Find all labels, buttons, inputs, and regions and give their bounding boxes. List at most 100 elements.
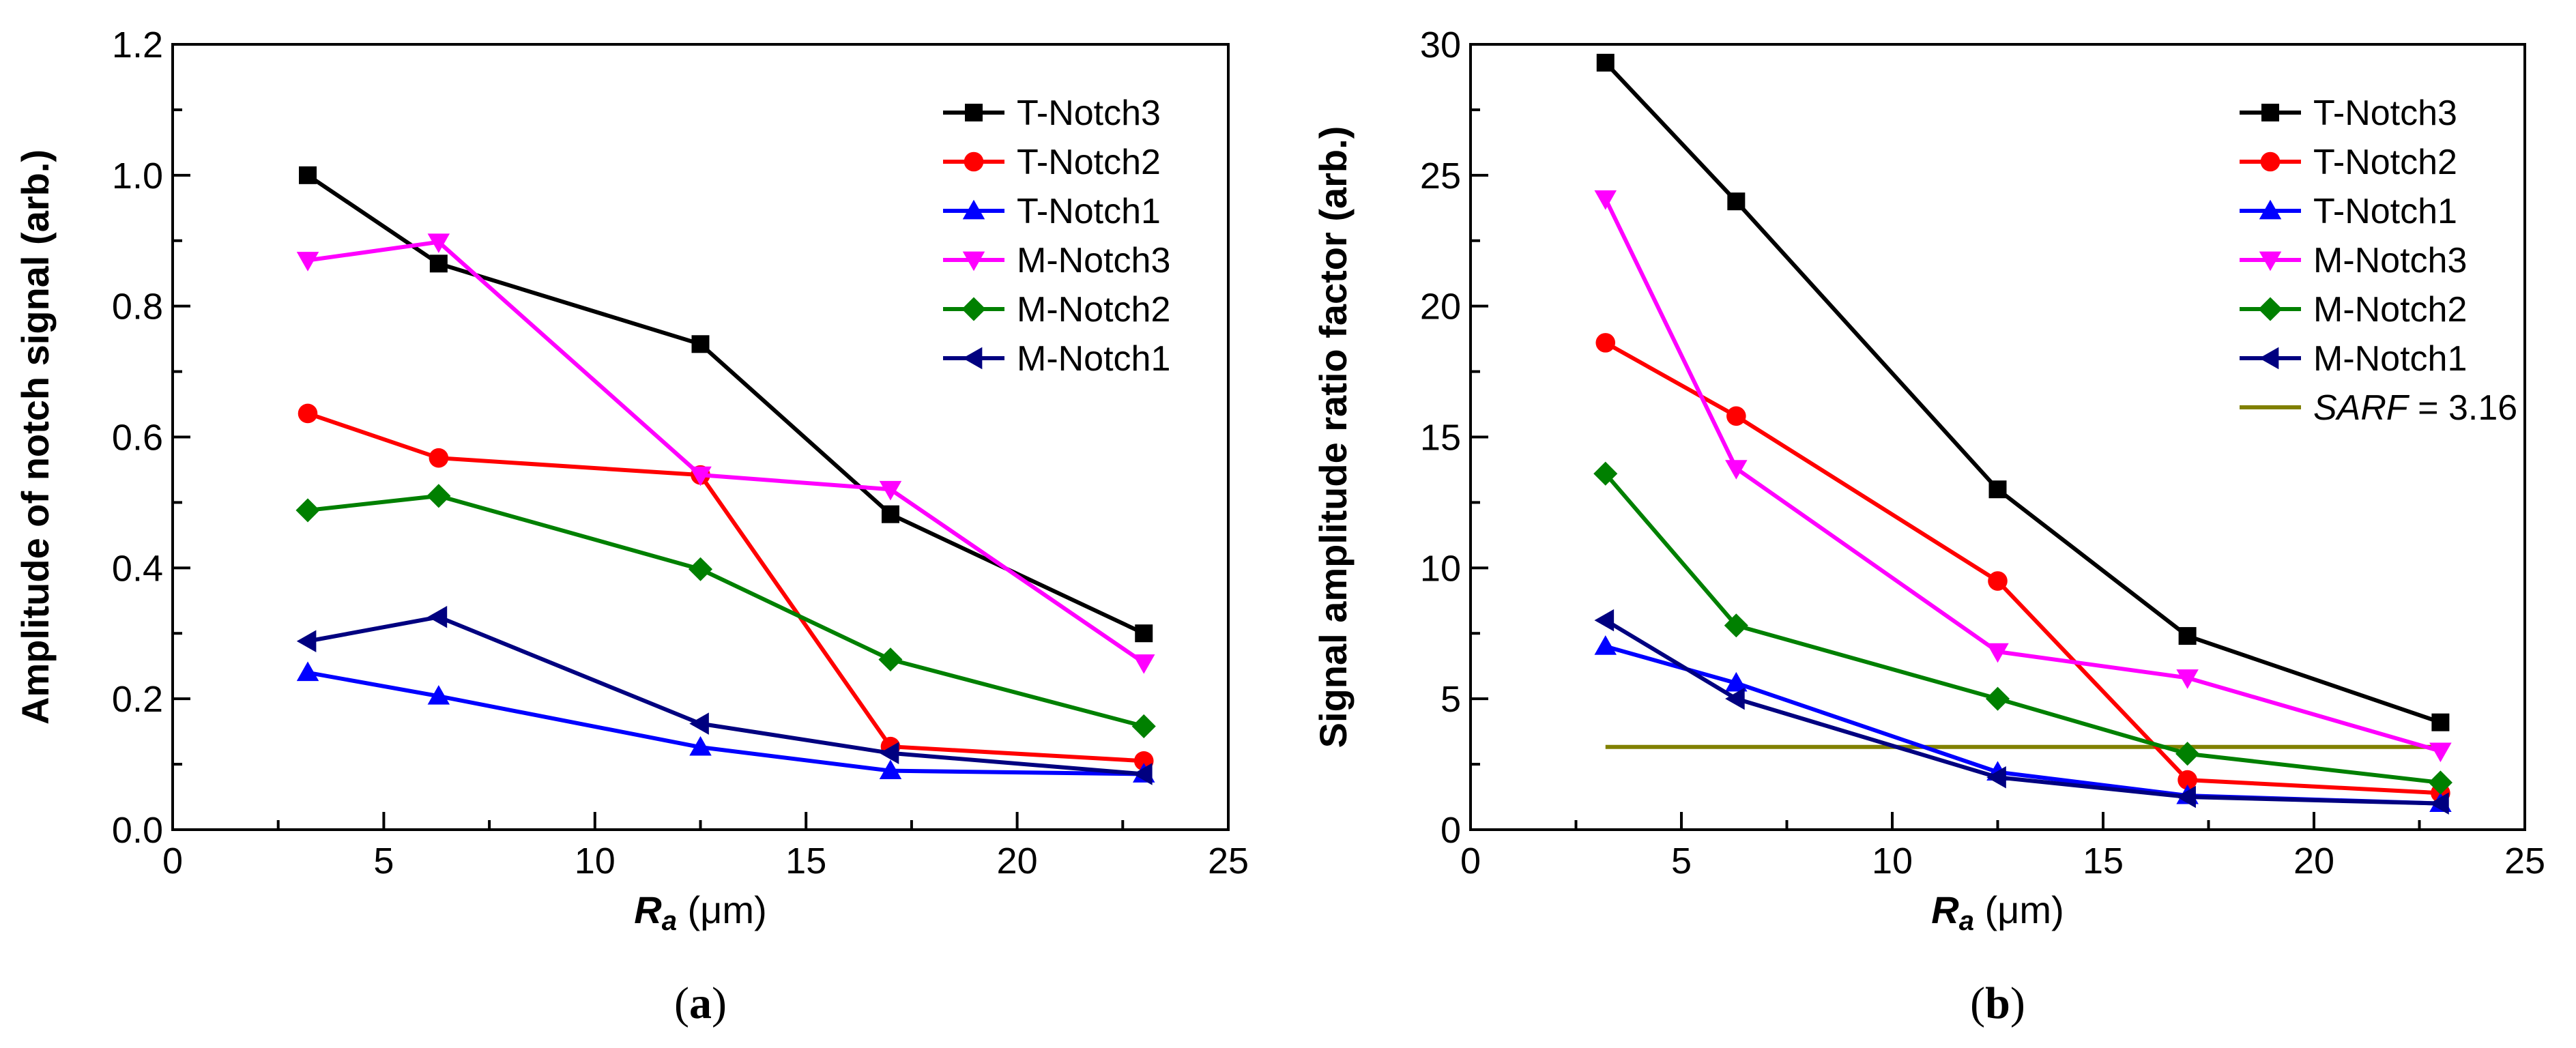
legend-swatch-marker (962, 199, 985, 220)
panel-label: (b) (1970, 978, 2025, 1028)
series-m-notch2 (1593, 461, 2452, 795)
data-point (1986, 766, 2006, 789)
legend-swatch-marker (965, 104, 983, 121)
data-point (878, 647, 903, 672)
data-point (1594, 609, 1615, 632)
data-point (2177, 770, 2197, 790)
x-axis-unit: (μm) (1974, 888, 2064, 931)
x-tick-label: 25 (1208, 841, 1249, 882)
data-point (1594, 635, 1617, 655)
data-point (427, 233, 450, 253)
data-point (879, 480, 902, 501)
series-m-notch2 (295, 484, 1156, 739)
data-point (1135, 624, 1153, 643)
data-point (296, 252, 319, 272)
data-point (1595, 333, 1616, 353)
x-axis-subscript: a (662, 906, 677, 936)
x-axis-subscript: a (1959, 906, 1974, 936)
data-point (689, 712, 709, 735)
y-axis-title: Amplitude of notch signal (arb.) (14, 149, 57, 725)
data-point (688, 557, 713, 581)
legend-swatch-marker (2259, 251, 2282, 272)
data-point (295, 498, 320, 523)
legend-swatch-marker (2260, 151, 2281, 172)
legend-label: M-Notch2 (1017, 290, 1170, 330)
data-point (427, 606, 448, 628)
data-point (689, 736, 712, 756)
x-axis-title: Ra (μm) (634, 888, 766, 936)
legend-swatch-marker (962, 251, 985, 272)
data-point (1724, 613, 1748, 638)
series-m-notch1 (1594, 609, 2449, 815)
legend-label: M-Notch3 (2313, 241, 2467, 280)
data-point (298, 403, 318, 424)
x-tick-label: 25 (2504, 841, 2545, 882)
y-tick-label: 1.2 (112, 25, 163, 66)
x-tick-label: 20 (2293, 841, 2334, 882)
data-point (1726, 406, 1746, 426)
reference-label-value: = 3.16 (2408, 388, 2517, 428)
legend-swatch-marker (2261, 104, 2279, 121)
data-point (1986, 643, 2009, 663)
x-tick-label: 10 (1872, 841, 1913, 882)
legend-swatch-marker (2259, 347, 2279, 370)
legend-label: T-Notch2 (1017, 143, 1161, 182)
series-m-notch1 (296, 606, 1153, 785)
data-point (296, 630, 317, 653)
y-tick-label: 20 (1420, 287, 1461, 328)
y-tick-label: 0.2 (112, 679, 163, 720)
data-point (2428, 770, 2452, 795)
y-tick-label: 15 (1420, 418, 1461, 458)
series-m-notch3 (1594, 190, 2452, 763)
y-tick-label: 0.0 (112, 810, 163, 851)
series-t-notch3 (299, 166, 1153, 643)
data-point (691, 335, 710, 353)
data-point (429, 254, 448, 273)
panel-label-open: ( (1970, 978, 1985, 1028)
legend-label: T-Notch1 (2313, 192, 2457, 231)
y-tick-label: 0 (1441, 810, 1461, 851)
reference-label-name: SARF (2313, 388, 2410, 428)
legend-swatch-marker (2258, 297, 2283, 321)
data-point (426, 484, 451, 508)
legend-label: M-Notch3 (1017, 241, 1170, 280)
data-point (2429, 792, 2449, 815)
legend-swatch-marker (962, 347, 983, 370)
legend-swatch-marker (964, 151, 984, 172)
y-tick-label: 1.0 (112, 156, 163, 196)
data-point (879, 742, 899, 765)
legend: T-Notch3 T-Notch2 T-Notch1 M-Notch3 M-Notch2… (943, 93, 1170, 379)
data-point (427, 685, 450, 705)
data-point (1594, 190, 1617, 210)
series-m-notch3 (296, 233, 1155, 674)
series-t-notch2 (298, 403, 1154, 771)
data-point (1725, 460, 1748, 480)
y-tick-label: 10 (1420, 548, 1461, 589)
panel-label-close: ) (2010, 978, 2025, 1028)
legend-label: M-Notch1 (1017, 339, 1170, 379)
legend-label: M-Notch2 (2313, 290, 2467, 330)
panel-label: (a) (674, 978, 727, 1028)
panel-label-close: ) (712, 978, 727, 1028)
data-point (1132, 654, 1155, 674)
legend-swatch-marker (961, 297, 986, 321)
data-point (2175, 742, 2200, 766)
legend-label: M-Notch1 (2313, 339, 2467, 379)
series-t-notch3 (1596, 53, 2450, 731)
data-point (1727, 192, 1746, 211)
data-point (1132, 763, 1153, 785)
y-tick-label: 30 (1420, 25, 1461, 66)
y-axis-title: Signal amplitude ratio factor (arb.) (1312, 126, 1355, 748)
y-tick-label: 0.6 (112, 418, 163, 458)
chart-panel-a: 0 5 10 15 20 25 0.0 0.2 0.4 0.6 0.8 1.0 1.2 Ra (μm) Am… (14, 25, 1249, 1028)
x-axis-title: Ra (μm) (1931, 888, 2064, 936)
data-point (881, 505, 899, 523)
x-axis-symbol: R (634, 888, 662, 931)
y-tick-label: 0.4 (112, 548, 163, 589)
data-point (2431, 713, 2450, 731)
legend-label: T-Notch1 (1017, 192, 1161, 231)
x-tick-label: 5 (1671, 841, 1692, 882)
data-point (2178, 627, 2197, 645)
x-tick-label: 10 (575, 841, 616, 882)
